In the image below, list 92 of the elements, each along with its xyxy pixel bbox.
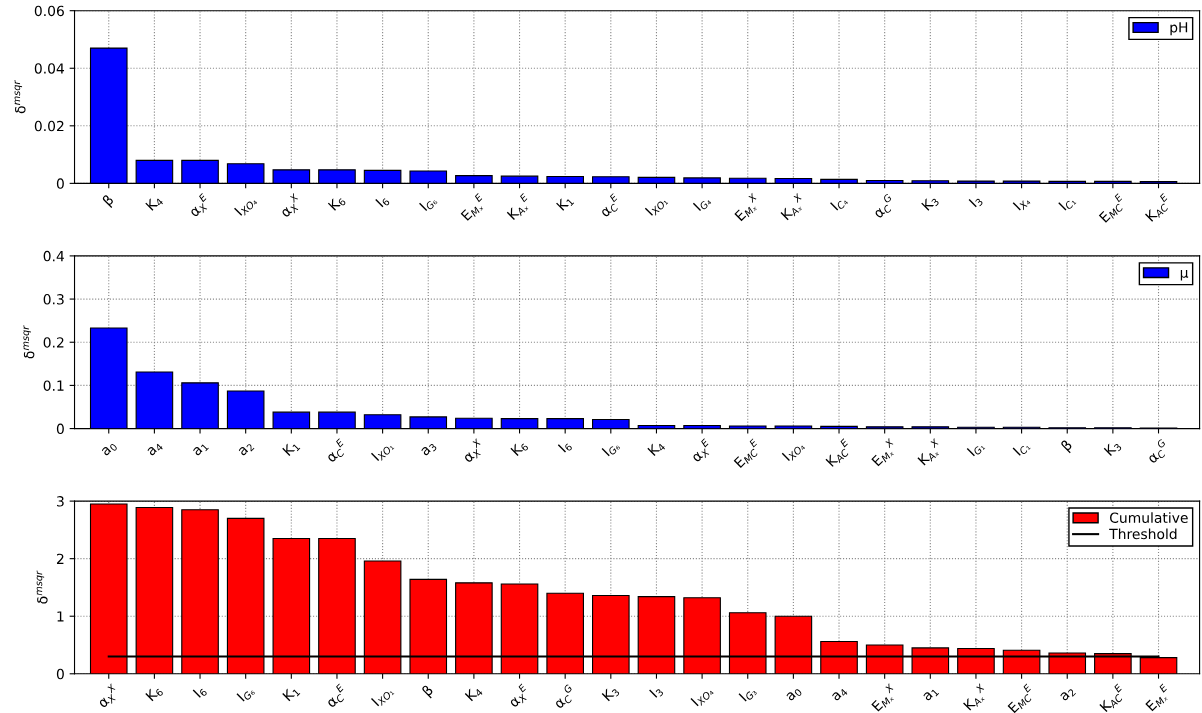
x-tick-label: I$_{C₁}$ bbox=[1058, 194, 1077, 213]
x-tick-label: I$_{G₆}$ bbox=[236, 684, 256, 704]
x-tick-label: K$_{6}$ bbox=[327, 194, 347, 213]
legend-label: Cumulative bbox=[1109, 512, 1188, 523]
x-tick-label: α$_{X}$$^{E}$ bbox=[688, 438, 715, 465]
x-tick-label: I$_{3}$ bbox=[968, 194, 984, 209]
y-tick-label: 3 bbox=[57, 496, 64, 507]
y-tick-label: 0.02 bbox=[34, 120, 64, 132]
y-tick-label: 0.4 bbox=[43, 250, 65, 262]
legend-label: pH bbox=[1170, 22, 1188, 36]
x-tick-label: E$_{Mₓ}$$^{E}$ bbox=[1143, 683, 1174, 713]
x-tick-label: K$_{AC}$$^{E}$ bbox=[1097, 683, 1128, 713]
y-tick-label: 0.2 bbox=[43, 337, 64, 348]
x-tick-label: α$_{X}$$^{X}$ bbox=[277, 192, 305, 220]
y-tick-label: 0.04 bbox=[34, 63, 65, 74]
x-tick-label: α$_{C}$$^{G}$ bbox=[870, 193, 898, 221]
x-tick-label: K$_{Aₓ}$$^{X}$ bbox=[961, 683, 991, 713]
x-tick-label: I$_{G₄}$ bbox=[692, 193, 712, 213]
x-tick-label: I$_{XO₄}$ bbox=[234, 193, 258, 218]
x-tick-label: K$_{4}$ bbox=[145, 194, 164, 213]
y-tick-label: 0.1 bbox=[43, 380, 64, 391]
x-tick-label: α$_{C}$$^{E}$ bbox=[597, 193, 624, 220]
x-tick-label: a$_{1}$ bbox=[192, 441, 209, 458]
y-axis-title: δ$^{msqr}$ bbox=[36, 570, 48, 604]
x-tick-label: K$_{Aₓ}$$^{X}$ bbox=[915, 438, 945, 468]
x-tick-label: K$_{3}$ bbox=[1103, 439, 1123, 458]
x-tick-label: K$_{4}$ bbox=[647, 439, 666, 458]
x-tick-label: I$_{XO₄}$ bbox=[690, 684, 715, 708]
x-tick-label: β bbox=[101, 193, 116, 209]
x-tick-label: α$_{C}$$^{E}$ bbox=[323, 438, 350, 465]
x-tick-label: a$_{2}$ bbox=[1059, 686, 1076, 703]
legend-label: Threshold bbox=[1109, 528, 1177, 540]
y-tick-label: 2 bbox=[56, 553, 64, 564]
x-tick-label: K$_{3}$ bbox=[921, 194, 940, 213]
x-tick-label: α$_{C}$$^{G}$ bbox=[551, 683, 579, 711]
y-axis-title: δ$^{msqr}$ bbox=[23, 325, 35, 359]
x-tick-label: β bbox=[1060, 439, 1075, 454]
y-tick-label: 0 bbox=[56, 178, 64, 189]
x-tick-label: E$_{MC}$$^{E}$ bbox=[1005, 683, 1038, 713]
x-tick-label: a$_{0}$ bbox=[785, 686, 803, 703]
y-tick-label: 0.06 bbox=[34, 5, 64, 17]
x-tick-label: E$_{MC}$$^{E}$ bbox=[732, 438, 764, 470]
x-tick-label: a$_{1}$ bbox=[922, 686, 940, 703]
x-tick-label: I$_{XO₁}$ bbox=[644, 194, 669, 218]
x-tick-label: E$_{Mₓ}$$^{X}$ bbox=[869, 438, 900, 468]
x-tick-label: a$_{4}$ bbox=[831, 686, 849, 703]
y-tick-label: 0 bbox=[56, 668, 64, 680]
x-tick-label: I$_{X₄}$ bbox=[1012, 193, 1031, 213]
x-tick-label: K$_{1}$ bbox=[556, 194, 575, 213]
x-tick-label: I$_{6}$ bbox=[557, 439, 573, 455]
x-tick-label: K$_{Aₓ}$$^{X}$ bbox=[778, 192, 808, 222]
x-tick-label: a$_{4}$ bbox=[146, 440, 164, 458]
x-tick-label: a$_{3}$ bbox=[420, 441, 438, 458]
x-tick-label: K$_{6}$ bbox=[510, 439, 529, 458]
x-tick-label: K$_{AC}$$^{E}$ bbox=[1143, 193, 1174, 224]
x-tick-label: E$_{Mₓ}$$^{X}$ bbox=[869, 683, 900, 713]
y-axis-title: δ$^{msqr}$ bbox=[14, 80, 26, 114]
x-tick-label: K$_{1}$ bbox=[282, 439, 301, 458]
x-tick-label: K$_{3}$ bbox=[601, 684, 620, 703]
y-tick-label: 1 bbox=[57, 611, 64, 622]
x-tick-label: I$_{3}$ bbox=[649, 684, 664, 700]
x-tick-label: α$_{X}$$^{E}$ bbox=[506, 683, 533, 710]
y-tick-label: 0.3 bbox=[43, 294, 64, 305]
x-tick-label: K$_{4}$ bbox=[464, 684, 484, 703]
x-tick-label: I$_{G₆}$ bbox=[419, 193, 438, 213]
x-tick-label: α$_{X}$$^{E}$ bbox=[186, 193, 213, 219]
x-tick-label: I$_{G₁}$ bbox=[966, 439, 986, 458]
x-tick-label: I$_{G₆}$ bbox=[601, 439, 621, 458]
x-tick-label: a$_{2}$ bbox=[238, 441, 255, 458]
y-tick-label: 0 bbox=[56, 423, 64, 435]
legend-label: μ bbox=[1180, 269, 1189, 281]
x-tick-label: I$_{6}$ bbox=[192, 684, 208, 700]
x-tick-label: I$_{C₄}$ bbox=[830, 193, 849, 213]
x-tick-label: I$_{XO₁}$ bbox=[371, 684, 395, 708]
x-tick-label: α$_{X}$$^{X}$ bbox=[460, 438, 487, 465]
x-tick-label: E$_{MC}$$^{E}$ bbox=[1097, 193, 1129, 225]
x-tick-label: α$_{X}$$^{X}$ bbox=[95, 683, 122, 710]
x-tick-label: K$_{Aₓ}$$^{E}$ bbox=[505, 193, 534, 222]
x-tick-label: β bbox=[421, 684, 436, 699]
x-tick-label: I$_{C₁}$ bbox=[1012, 439, 1031, 458]
x-tick-label: E$_{Mₓ}$$^{E}$ bbox=[459, 193, 489, 223]
x-tick-label: K$_{1}$ bbox=[282, 684, 301, 703]
x-tick-label: E$_{Mₓ}$$^{X}$ bbox=[732, 192, 763, 223]
x-tick-label: I$_{XO₄}$ bbox=[781, 439, 806, 463]
x-tick-label: I$_{XO₁}$ bbox=[371, 439, 395, 463]
x-tick-label: a$_{0}$ bbox=[101, 441, 118, 458]
x-tick-label: I$_{6}$ bbox=[375, 194, 391, 209]
x-tick-label: α$_{C}$$^{E}$ bbox=[323, 683, 350, 710]
x-tick-label: K$_{AC}$$^{E}$ bbox=[823, 438, 855, 469]
x-tick-label: α$_{C}$$^{G}$ bbox=[1144, 438, 1172, 466]
x-tick-label: I$_{G₃}$ bbox=[738, 684, 758, 704]
x-tick-label: K$_{6}$ bbox=[145, 684, 164, 703]
